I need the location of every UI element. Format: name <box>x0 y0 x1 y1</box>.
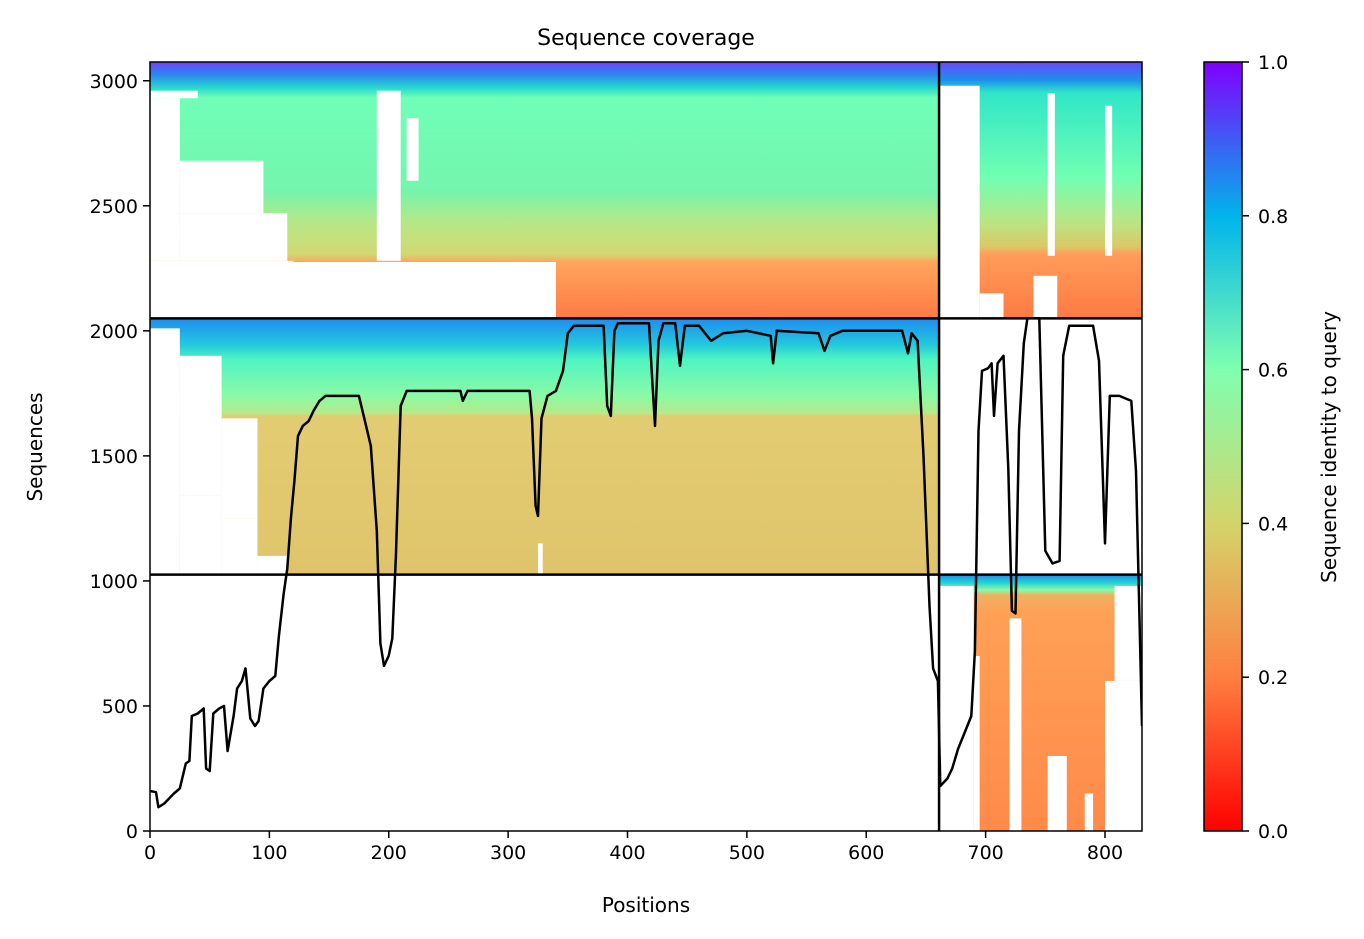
colorbar-axis: 0.0 0.2 0.4 0.6 0.8 1.0 <box>1242 52 1288 843</box>
coverage-gap <box>1033 275 1058 319</box>
plot-frame <box>149 61 1143 832</box>
y-tick-label: 1500 <box>90 446 138 468</box>
x-tick-label: 0 <box>144 842 156 864</box>
coverage-gap <box>376 90 401 261</box>
coverage-gap <box>1047 755 1067 831</box>
colorbar-tick-label: 0.0 <box>1258 821 1288 843</box>
y-tick-label: 1000 <box>90 571 138 593</box>
x-tick-label: 400 <box>609 842 645 864</box>
x-tick-label: 600 <box>848 842 884 864</box>
coverage-gap <box>973 655 980 831</box>
y-tick-label: 3000 <box>90 71 138 93</box>
coverage-gap <box>1084 793 1094 831</box>
coverage-gap <box>179 355 222 496</box>
colorbar-tick-label: 0.6 <box>1258 360 1288 382</box>
y-axis: 0 500 1000 1500 2000 2500 3000 <box>90 71 150 843</box>
coverage-gap <box>1047 93 1055 256</box>
coverage-gap <box>939 585 974 831</box>
coverage-gap <box>257 555 288 575</box>
x-tick-label: 200 <box>371 842 407 864</box>
x-axis-label: Positions <box>602 893 690 917</box>
coverage-gap <box>150 328 180 575</box>
coverage-gap <box>179 160 264 214</box>
colorbar-tick-label: 1.0 <box>1258 52 1288 74</box>
x-tick-label: 700 <box>967 842 1003 864</box>
coverage-gap <box>179 213 288 261</box>
y-tick-label: 500 <box>102 696 138 718</box>
colorbar-tick-label: 0.2 <box>1258 667 1288 689</box>
chart-title: Sequence coverage <box>537 26 755 51</box>
coverage-gap <box>1114 585 1142 681</box>
coverage-gap <box>1009 618 1022 831</box>
coverage-gaps <box>150 85 1142 831</box>
colorbar-label: Sequence identity to query <box>1317 311 1341 583</box>
coverage-gap <box>221 518 258 575</box>
coverage-line <box>150 317 1142 809</box>
y-tick-label: 2500 <box>90 196 138 218</box>
x-tick-label: 100 <box>251 842 287 864</box>
coverage-gap <box>150 98 180 261</box>
coverage-gap <box>1104 105 1113 256</box>
colorbar-tick-label: 0.8 <box>1258 206 1288 228</box>
colorbar <box>1203 61 1243 832</box>
colorbar-tick-label: 0.4 <box>1258 513 1288 535</box>
coverage-gap <box>150 90 198 99</box>
coverage-gap <box>537 543 543 575</box>
x-axis: 0 100 200 300 400 500 600 700 800 <box>144 831 1123 864</box>
coverage-gap <box>979 293 1004 319</box>
coverage-gap <box>406 118 419 181</box>
coverage-gap <box>293 262 556 319</box>
coverage-block <box>150 318 940 575</box>
y-tick-label: 0 <box>126 821 138 843</box>
coverage-gap <box>179 495 222 575</box>
x-tick-label: 300 <box>490 842 526 864</box>
y-axis-label: Sequences <box>23 392 47 501</box>
coverage-gap <box>1104 680 1142 831</box>
x-tick-label: 800 <box>1087 842 1123 864</box>
x-tick-label: 500 <box>729 842 765 864</box>
y-tick-label: 2000 <box>90 321 138 343</box>
coverage-gap <box>221 418 258 519</box>
coverage-gap <box>939 85 980 319</box>
